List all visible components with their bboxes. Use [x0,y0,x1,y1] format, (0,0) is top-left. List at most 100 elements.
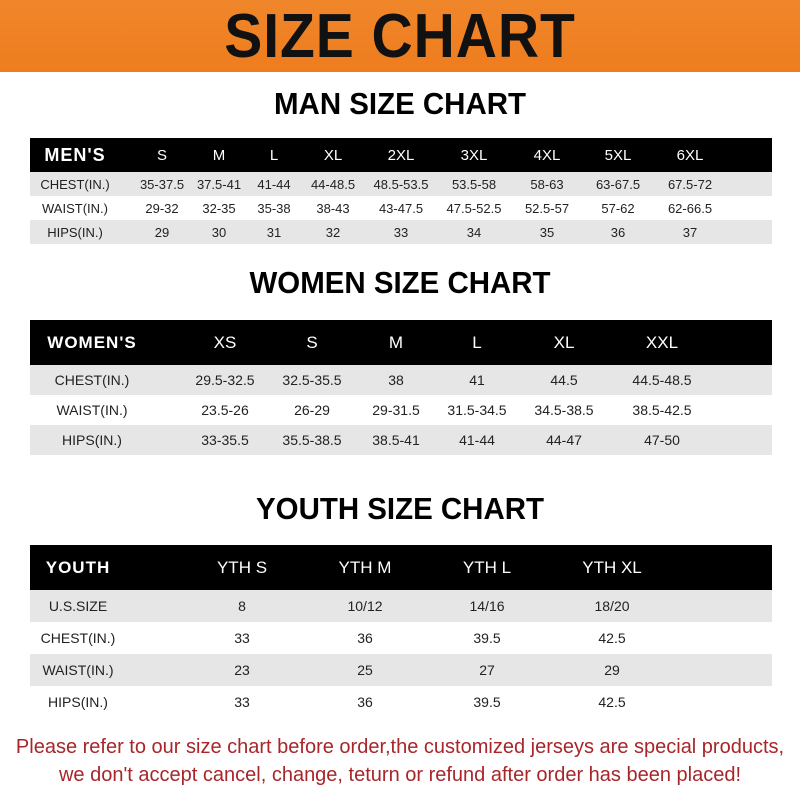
row-label: WAIST(IN.) [42,200,108,216]
cell: 39.5 [473,630,501,646]
row-label: WAIST(IN.) [42,662,114,678]
cell: 67.5-72 [667,176,713,192]
youth-heading: YOUTH SIZE CHART [256,491,544,526]
cell: 38.5-41 [372,432,420,448]
table-row: WAIST(IN.) 23.5-26 26-29 29-31.5 31.5-34.5 34… [30,395,772,425]
table-row: WAIST(IN.) 29-32 32-35 35-38 38-43 43-47.5 47.… [30,196,772,220]
cell: 32.5-35.5 [282,372,342,388]
cell: 37 [682,224,698,240]
cell: 42.5 [598,694,626,710]
cell: YTH L [462,557,512,577]
header-row: WOMEN'S XS S M L XL XXL [30,320,772,365]
cell: 36 [357,630,373,646]
row-label: HIPS(IN.) [47,224,103,240]
row-label: HIPS(IN.) [62,432,122,448]
table-row: HIPS(IN.) 33-35.5 35.5-38.5 38.5-41 41-44 44-… [30,425,772,455]
cell: 38.5-42.5 [632,402,692,418]
cell: S [156,146,168,164]
table-row: HIPS(IN.) 33 36 39.5 42.5 [30,686,772,718]
cell: 32 [325,224,341,240]
cell: 44-47 [546,432,582,448]
cell: 6XL [676,146,704,164]
row-label: CHEST(IN.) [40,630,116,646]
cell: YTH S [216,557,268,577]
cell: YTH XL [582,557,642,577]
men-heading: MAN SIZE CHART [274,86,526,121]
cell: 27 [479,662,495,678]
cell: 42.5 [598,630,626,646]
table-row: HIPS(IN.) 29 30 31 32 33 34 35 36 37 [30,220,772,244]
cell: L [269,146,279,164]
table-row: WAIST(IN.) 23 25 27 29 [30,654,772,686]
note-line-1: Please refer to our size chart before or… [15,736,785,758]
cell: 29.5-32.5 [195,372,255,388]
cell: 53.5-58 [451,176,497,192]
cell: 44.5-48.5 [632,372,692,388]
cell: 23 [234,662,250,678]
cell: 25 [357,662,373,678]
cell: 26-29 [294,402,330,418]
cell: 63-67.5 [595,176,641,192]
row-label: WAIST(IN.) [56,402,128,418]
cell: 52.5-57 [524,200,570,216]
cell: 31.5-34.5 [447,402,507,418]
title-banner: SIZE CHART [0,0,800,72]
table-row: U.S.SIZE 8 10/12 14/16 18/20 [30,590,772,622]
cell: 33 [393,224,409,240]
cell: 30 [211,224,227,240]
cell: 33 [234,694,250,710]
row-label: WOMEN'S [47,332,137,352]
cell: 47-50 [644,432,680,448]
cell: S [306,332,318,352]
cell: 10/12 [347,598,383,614]
cell: 8 [238,598,246,614]
row-label: CHEST(IN.) [54,372,130,388]
cell: 35.5-38.5 [282,432,342,448]
cell: 33 [234,630,250,646]
cell: 58-63 [530,176,564,192]
cell: XL [553,332,575,352]
row-label: MEN'S [44,144,106,165]
cell: M [212,146,226,164]
row-label: HIPS(IN.) [48,694,108,710]
cell: 41-44 [257,176,291,192]
cell: 23.5-26 [201,402,249,418]
cell: 41 [469,372,485,388]
cell: 31 [266,224,282,240]
row-label: U.S.SIZE [48,598,108,614]
cell: 18/20 [594,598,630,614]
cell: XS [213,332,237,352]
cell: YTH M [338,557,392,577]
cell: 62-66.5 [667,200,713,216]
cell: 29 [604,662,620,678]
cell: 3XL [460,146,488,164]
cell: 35-37.5 [139,176,185,192]
cell: 43-47.5 [378,200,424,216]
cell: 35-38 [257,200,291,216]
cell: 29 [154,224,170,240]
table-row: CHEST(IN.) 33 36 39.5 42.5 [30,622,772,654]
cell: 39.5 [473,694,501,710]
cell: 44.5 [550,372,578,388]
cell: L [472,332,482,352]
cell: 2XL [387,146,415,164]
cell: 38 [388,372,404,388]
header-row: MEN'S S M L XL 2XL 3XL 4XL 5XL 6XL [30,138,772,172]
table-row: CHEST(IN.) 35-37.5 37.5-41 41-44 44-48.5 48.5… [30,172,772,196]
cell: 32-35 [202,200,236,216]
cell: 5XL [604,146,632,164]
cell: 29-32 [145,200,179,216]
header-row: YOUTH YTH S YTH M YTH L YTH XL [30,545,772,590]
women-heading: WOMEN SIZE CHART [249,265,551,300]
row-label: CHEST(IN.) [40,176,110,192]
cell: 34 [466,224,482,240]
cell: 41-44 [459,432,495,448]
cell: 48.5-53.5 [373,176,429,192]
note-line-2: we don't accept cancel, change, teturn o… [58,764,742,786]
table-row: CHEST(IN.) 29.5-32.5 32.5-35.5 38 41 44.5 44.5… [30,365,772,395]
cell: 57-62 [601,200,635,216]
cell: 47.5-52.5 [446,200,502,216]
cell: 44-48.5 [310,176,356,192]
cell: 36 [357,694,373,710]
page-title: SIZE CHART [224,1,576,71]
